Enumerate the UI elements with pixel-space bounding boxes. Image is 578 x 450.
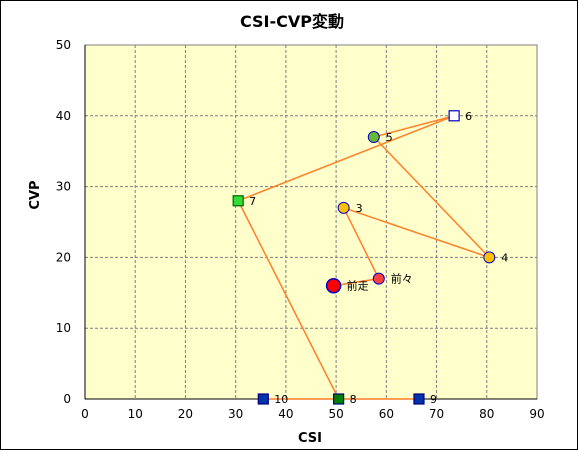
data-label: 3 xyxy=(356,202,363,215)
series-line xyxy=(237,115,490,400)
data-point xyxy=(325,277,342,294)
x-tick-label: 0 xyxy=(81,407,89,421)
data-label: 前々 xyxy=(391,272,413,286)
y-tick-label: 30 xyxy=(56,180,71,194)
data-point xyxy=(413,393,425,405)
data-label: 5 xyxy=(386,131,393,144)
plot-area: 0 10 20 30 40 50 60 70 80 90 0 10 20 30 40 50 前走 前々 3 4 5 6 7 8… xyxy=(56,38,545,421)
y-tick-label: 0 xyxy=(63,392,71,406)
y-tick-label: 20 xyxy=(56,250,71,264)
y-tick-label: 10 xyxy=(56,321,71,335)
x-tick-label: 80 xyxy=(479,407,494,421)
y-tick-label: 40 xyxy=(56,109,71,123)
x-tick-label: 20 xyxy=(178,407,193,421)
data-label: 6 xyxy=(465,110,472,123)
x-tick-label: 50 xyxy=(328,407,343,421)
chart-title: CSI-CVP変動 xyxy=(240,12,344,31)
x-axis-label: CSI xyxy=(298,431,322,446)
y-tick-label: 50 xyxy=(56,38,71,52)
data-label: 9 xyxy=(430,393,437,406)
x-tick-label: 70 xyxy=(429,407,444,421)
data-label: 8 xyxy=(350,393,357,406)
data-label: 7 xyxy=(249,195,256,208)
data-label: 4 xyxy=(501,251,508,264)
data-label: 前走 xyxy=(347,279,369,293)
y-axis-label: CVP xyxy=(28,180,43,209)
data-point xyxy=(372,272,385,285)
data-point xyxy=(367,131,380,144)
data-point xyxy=(337,201,350,214)
data-point xyxy=(483,251,496,264)
x-tick-label: 30 xyxy=(228,407,243,421)
data-point xyxy=(333,393,345,405)
plot-background xyxy=(85,45,537,399)
x-tick-label: 90 xyxy=(529,407,544,421)
x-tick-label: 40 xyxy=(278,407,293,421)
x-tick-label: 10 xyxy=(128,407,143,421)
x-tick-label: 60 xyxy=(379,407,394,421)
data-point xyxy=(448,110,460,122)
data-point xyxy=(257,393,269,405)
data-point xyxy=(232,195,244,207)
data-label: 10 xyxy=(274,393,288,406)
